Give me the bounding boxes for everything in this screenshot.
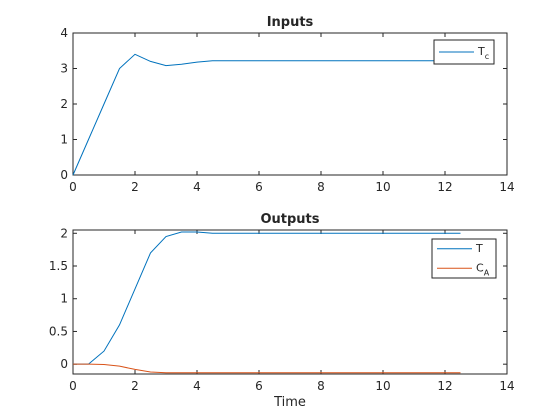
legend-label: CA — [476, 261, 490, 277]
axes-outputs: Outputs 0 2 4 6 8 10 12 14 0 0.5 1 1.5 2 Time T CA — [49, 212, 515, 410]
x-axis-label: Time — [273, 395, 306, 410]
y-tick-label: 0 — [60, 168, 68, 182]
x-tick-label: 12 — [437, 379, 452, 393]
y-tick-label: 0.5 — [49, 324, 68, 338]
series-line-0 — [73, 231, 461, 365]
x-tick-label: 10 — [375, 379, 390, 393]
y-tick-label: 2 — [60, 97, 68, 111]
x-tick-label: 14 — [499, 379, 514, 393]
legend-box — [431, 238, 497, 279]
x-tick-label: 6 — [255, 379, 263, 393]
series-line-0 — [72, 53, 461, 176]
y-tick-label: 1 — [60, 292, 68, 306]
legend: Tc — [433, 39, 495, 65]
chart-title: Inputs — [267, 15, 314, 30]
x-tick-label: 4 — [193, 379, 201, 393]
y-tick-label: 4 — [60, 26, 68, 40]
x-tick-label: 2 — [131, 180, 139, 194]
x-tick-label: 6 — [255, 180, 263, 194]
x-tick-label: 4 — [193, 180, 201, 194]
x-tick-label: 8 — [317, 180, 325, 194]
x-tick-label: 10 — [375, 180, 390, 194]
y-tick-label: 1.5 — [49, 259, 68, 273]
y-tick-label: 3 — [60, 62, 68, 76]
x-tick-label: 0 — [69, 180, 77, 194]
x-tick-label: 12 — [437, 180, 452, 194]
x-tick-label: 8 — [317, 379, 325, 393]
y-tick-label: 0 — [60, 357, 68, 371]
legend: T CA — [431, 238, 497, 279]
y-tick-label: 2 — [60, 226, 68, 240]
y-tick-label: 1 — [60, 133, 68, 147]
series-line-1 — [73, 363, 461, 374]
legend-label: T — [475, 242, 483, 255]
x-tick-label: 2 — [131, 379, 139, 393]
chart-title: Outputs — [260, 212, 319, 227]
x-tick-label: 14 — [499, 180, 514, 194]
legend-label: Tc — [477, 45, 489, 61]
x-tick-label: 0 — [69, 379, 77, 393]
